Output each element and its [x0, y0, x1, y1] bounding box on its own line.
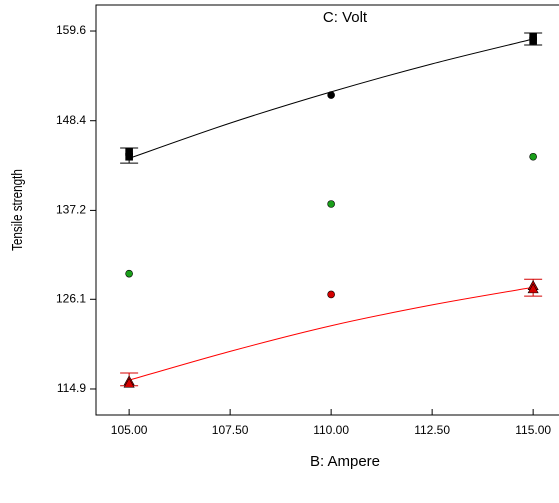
point: [529, 36, 537, 45]
point: [327, 91, 335, 99]
point: [125, 152, 133, 161]
point: [327, 200, 335, 208]
x-axis-label: B: Ampere: [310, 453, 380, 470]
annotation: C: Volt: [323, 9, 368, 26]
y-tick-label: 126.1: [56, 291, 86, 305]
point: [125, 269, 133, 278]
point: [527, 283, 539, 294]
x-tick-label: 112.50: [414, 423, 450, 437]
point: [123, 377, 135, 388]
y-tick-label: 159.6: [56, 23, 86, 37]
plot-frame: [95, 4, 559, 416]
x-tick-label: 115.00: [515, 423, 551, 437]
x-tick-label: 107.50: [212, 423, 249, 437]
point: [327, 290, 335, 299]
fit-line: [128, 286, 534, 381]
y-tick-label: 148.4: [56, 113, 86, 127]
point: [529, 152, 537, 161]
y-axis-label: Tensile strength: [9, 169, 26, 251]
x-tick-label: 110.00: [313, 423, 349, 437]
x-tick-label: 105.00: [111, 423, 148, 437]
y-tick-label: 114.9: [57, 381, 86, 395]
y-tick-label: 137.2: [56, 203, 86, 217]
